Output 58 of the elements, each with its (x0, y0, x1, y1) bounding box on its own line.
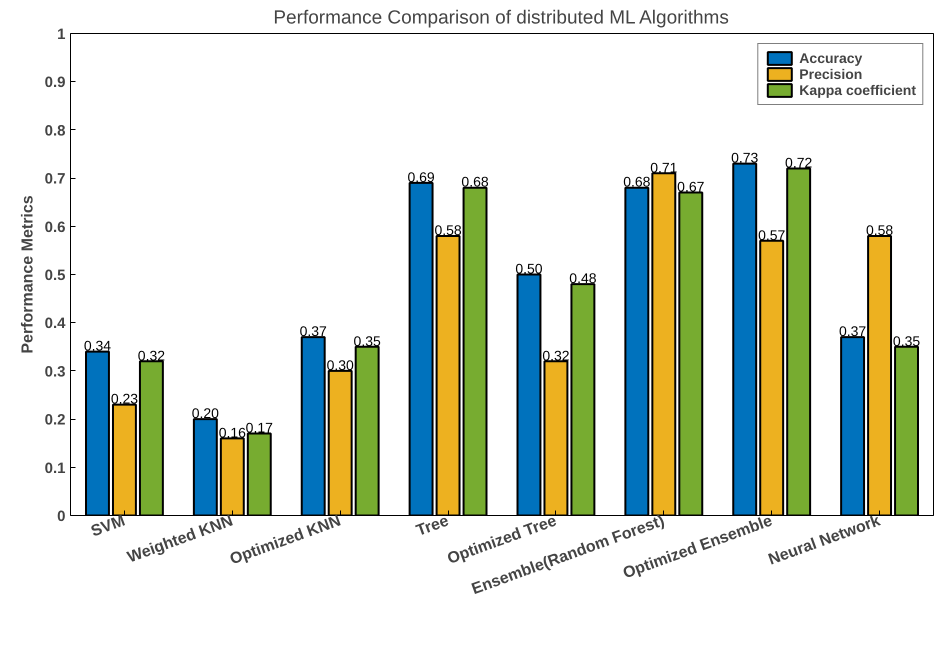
legend-label: Kappa coefficient (799, 82, 916, 98)
y-tick-label: 0.8 (44, 122, 66, 140)
bar (840, 336, 866, 516)
data-label: 0.37 (838, 323, 866, 340)
data-label: 0.58 (434, 222, 462, 238)
data-label: 0.57 (758, 226, 786, 243)
bar (354, 346, 380, 516)
y-tick-label: 0.1 (44, 460, 66, 477)
bar (516, 274, 542, 516)
bar (894, 346, 919, 516)
data-label: 0.50 (515, 260, 543, 276)
y-tick-label: 0.6 (44, 218, 66, 236)
bar (678, 192, 704, 516)
chart-title: Performance Comparison of distributed ML Algorithms (273, 8, 729, 28)
legend-label: Precision (799, 66, 862, 82)
bar (786, 167, 812, 516)
data-label: 0.30 (326, 356, 354, 373)
data-label: 0.20 (192, 405, 220, 422)
data-label: 0.35 (354, 332, 381, 349)
bar (624, 186, 650, 516)
y-tick-label: 1 (57, 26, 66, 43)
y-tick-label: 0.2 (44, 412, 66, 429)
bar (570, 283, 596, 516)
bar (300, 336, 326, 516)
data-label: 0.69 (407, 168, 435, 185)
bar (408, 182, 434, 516)
data-label: 0.73 (731, 150, 759, 166)
y-tick-label: 0.4 (44, 315, 66, 332)
data-label: 0.34 (84, 338, 112, 354)
data-label: 0.35 (892, 332, 920, 349)
data-label: 0.72 (785, 154, 812, 170)
bar (732, 162, 758, 516)
bar (192, 418, 218, 516)
legend-label: Accuracy (799, 50, 862, 66)
data-label: 0.67 (677, 178, 705, 195)
y-tick-label: 0.3 (44, 363, 66, 380)
data-label: 0.16 (218, 424, 246, 440)
y-tick-label: 0 (57, 508, 66, 525)
data-label: 0.32 (542, 347, 570, 364)
data-label: 0.58 (866, 222, 894, 238)
data-label: 0.68 (461, 174, 489, 190)
y-axis-title: Performance Metrics (20, 195, 37, 354)
data-label: 0.68 (623, 174, 651, 190)
y-tick-label: 0.5 (44, 267, 66, 284)
bar (462, 186, 488, 516)
bar (246, 432, 272, 516)
bar (138, 360, 164, 516)
data-label: 0.37 (300, 323, 328, 340)
x-tick-label: Tree (414, 512, 452, 540)
data-label: 0.23 (110, 390, 138, 407)
data-label: 0.48 (569, 270, 597, 286)
data-label: 0.71 (650, 159, 678, 176)
x-tick-label: SVM (88, 512, 128, 540)
data-label: 0.32 (138, 347, 166, 364)
y-tick-label: 0.9 (44, 74, 66, 92)
y-tick-label: 0.7 (44, 170, 66, 188)
bar (85, 350, 110, 516)
data-label: 0.17 (246, 420, 274, 436)
